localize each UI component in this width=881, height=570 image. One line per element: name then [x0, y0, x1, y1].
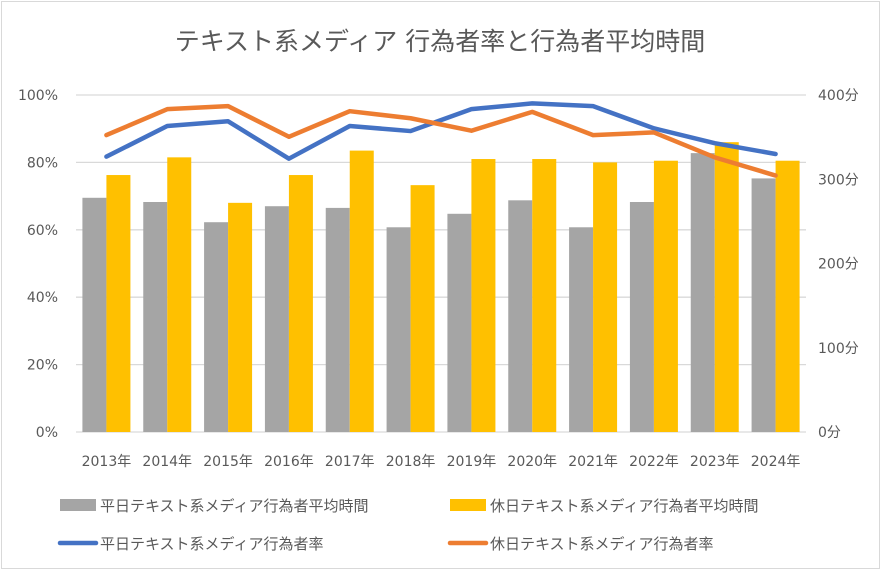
bar-weekday [143, 201, 168, 432]
x-tick-label: 2022年 [629, 454, 679, 470]
bar-holiday [593, 162, 618, 432]
x-tick-label: 2024年 [751, 454, 801, 470]
x-tick-label: 2017年 [325, 454, 375, 470]
right-tick-label: 200分 [818, 257, 859, 273]
bar-weekday [508, 200, 533, 432]
x-tick-label: 2015年 [203, 454, 253, 470]
x-tick-label: 2016年 [264, 454, 314, 470]
legend-label: 休日テキスト系メディア行為者平均時間 [490, 497, 759, 515]
right-tick-label: 400分 [818, 88, 859, 104]
x-tick-label: 2021年 [568, 454, 618, 470]
chart-title: テキスト系メディア 行為者率と行為者平均時間 [175, 27, 705, 56]
bar-holiday [106, 175, 131, 432]
bar-holiday [471, 159, 496, 432]
bar-holiday [228, 202, 253, 432]
left-tick-label: 0% [36, 425, 58, 441]
left-tick-label: 20% [27, 358, 58, 374]
x-tick-label: 2020年 [507, 454, 557, 470]
right-tick-label: 300分 [818, 172, 859, 188]
legend-label: 平日テキスト系メディア行為者率 [100, 535, 324, 553]
bar-weekday [82, 197, 107, 432]
x-tick-label: 2013年 [82, 454, 132, 470]
bar-holiday [775, 160, 800, 432]
x-tick-label: 2023年 [690, 454, 740, 470]
bar-weekday [204, 222, 229, 432]
bar-weekday [690, 153, 715, 432]
legend-label: 休日テキスト系メディア行為者率 [490, 535, 714, 553]
x-tick-label: 2019年 [447, 454, 497, 470]
bar-weekday [629, 201, 654, 432]
bar-holiday [714, 142, 739, 432]
line-holiday-rate [104, 103, 778, 178]
x-tick-label: 2014年 [142, 454, 192, 470]
line-weekday-rate [104, 101, 778, 161]
right-tick-label: 0分 [818, 425, 841, 441]
legend-swatch [60, 499, 96, 511]
bar-holiday [167, 157, 192, 432]
legend-swatch [450, 499, 486, 511]
bar-holiday [349, 150, 374, 433]
left-tick-label: 60% [27, 223, 58, 239]
left-tick-label: 40% [27, 290, 58, 306]
bar-holiday [532, 159, 557, 432]
bar-holiday [410, 185, 435, 432]
left-tick-label: 100% [18, 88, 58, 104]
x-tick-label: 2018年 [386, 454, 436, 470]
legend-label: 平日テキスト系メディア行為者平均時間 [100, 497, 369, 515]
bar-weekday [569, 227, 594, 432]
right-tick-label: 100分 [818, 341, 859, 357]
bar-holiday [653, 160, 678, 432]
bar-weekday [386, 227, 411, 432]
bar-weekday [751, 178, 776, 432]
bar-weekday [447, 213, 472, 432]
bar-weekday [264, 206, 289, 432]
bar-weekday [325, 207, 350, 432]
left-tick-label: 80% [27, 155, 58, 171]
bar-holiday [288, 175, 313, 432]
